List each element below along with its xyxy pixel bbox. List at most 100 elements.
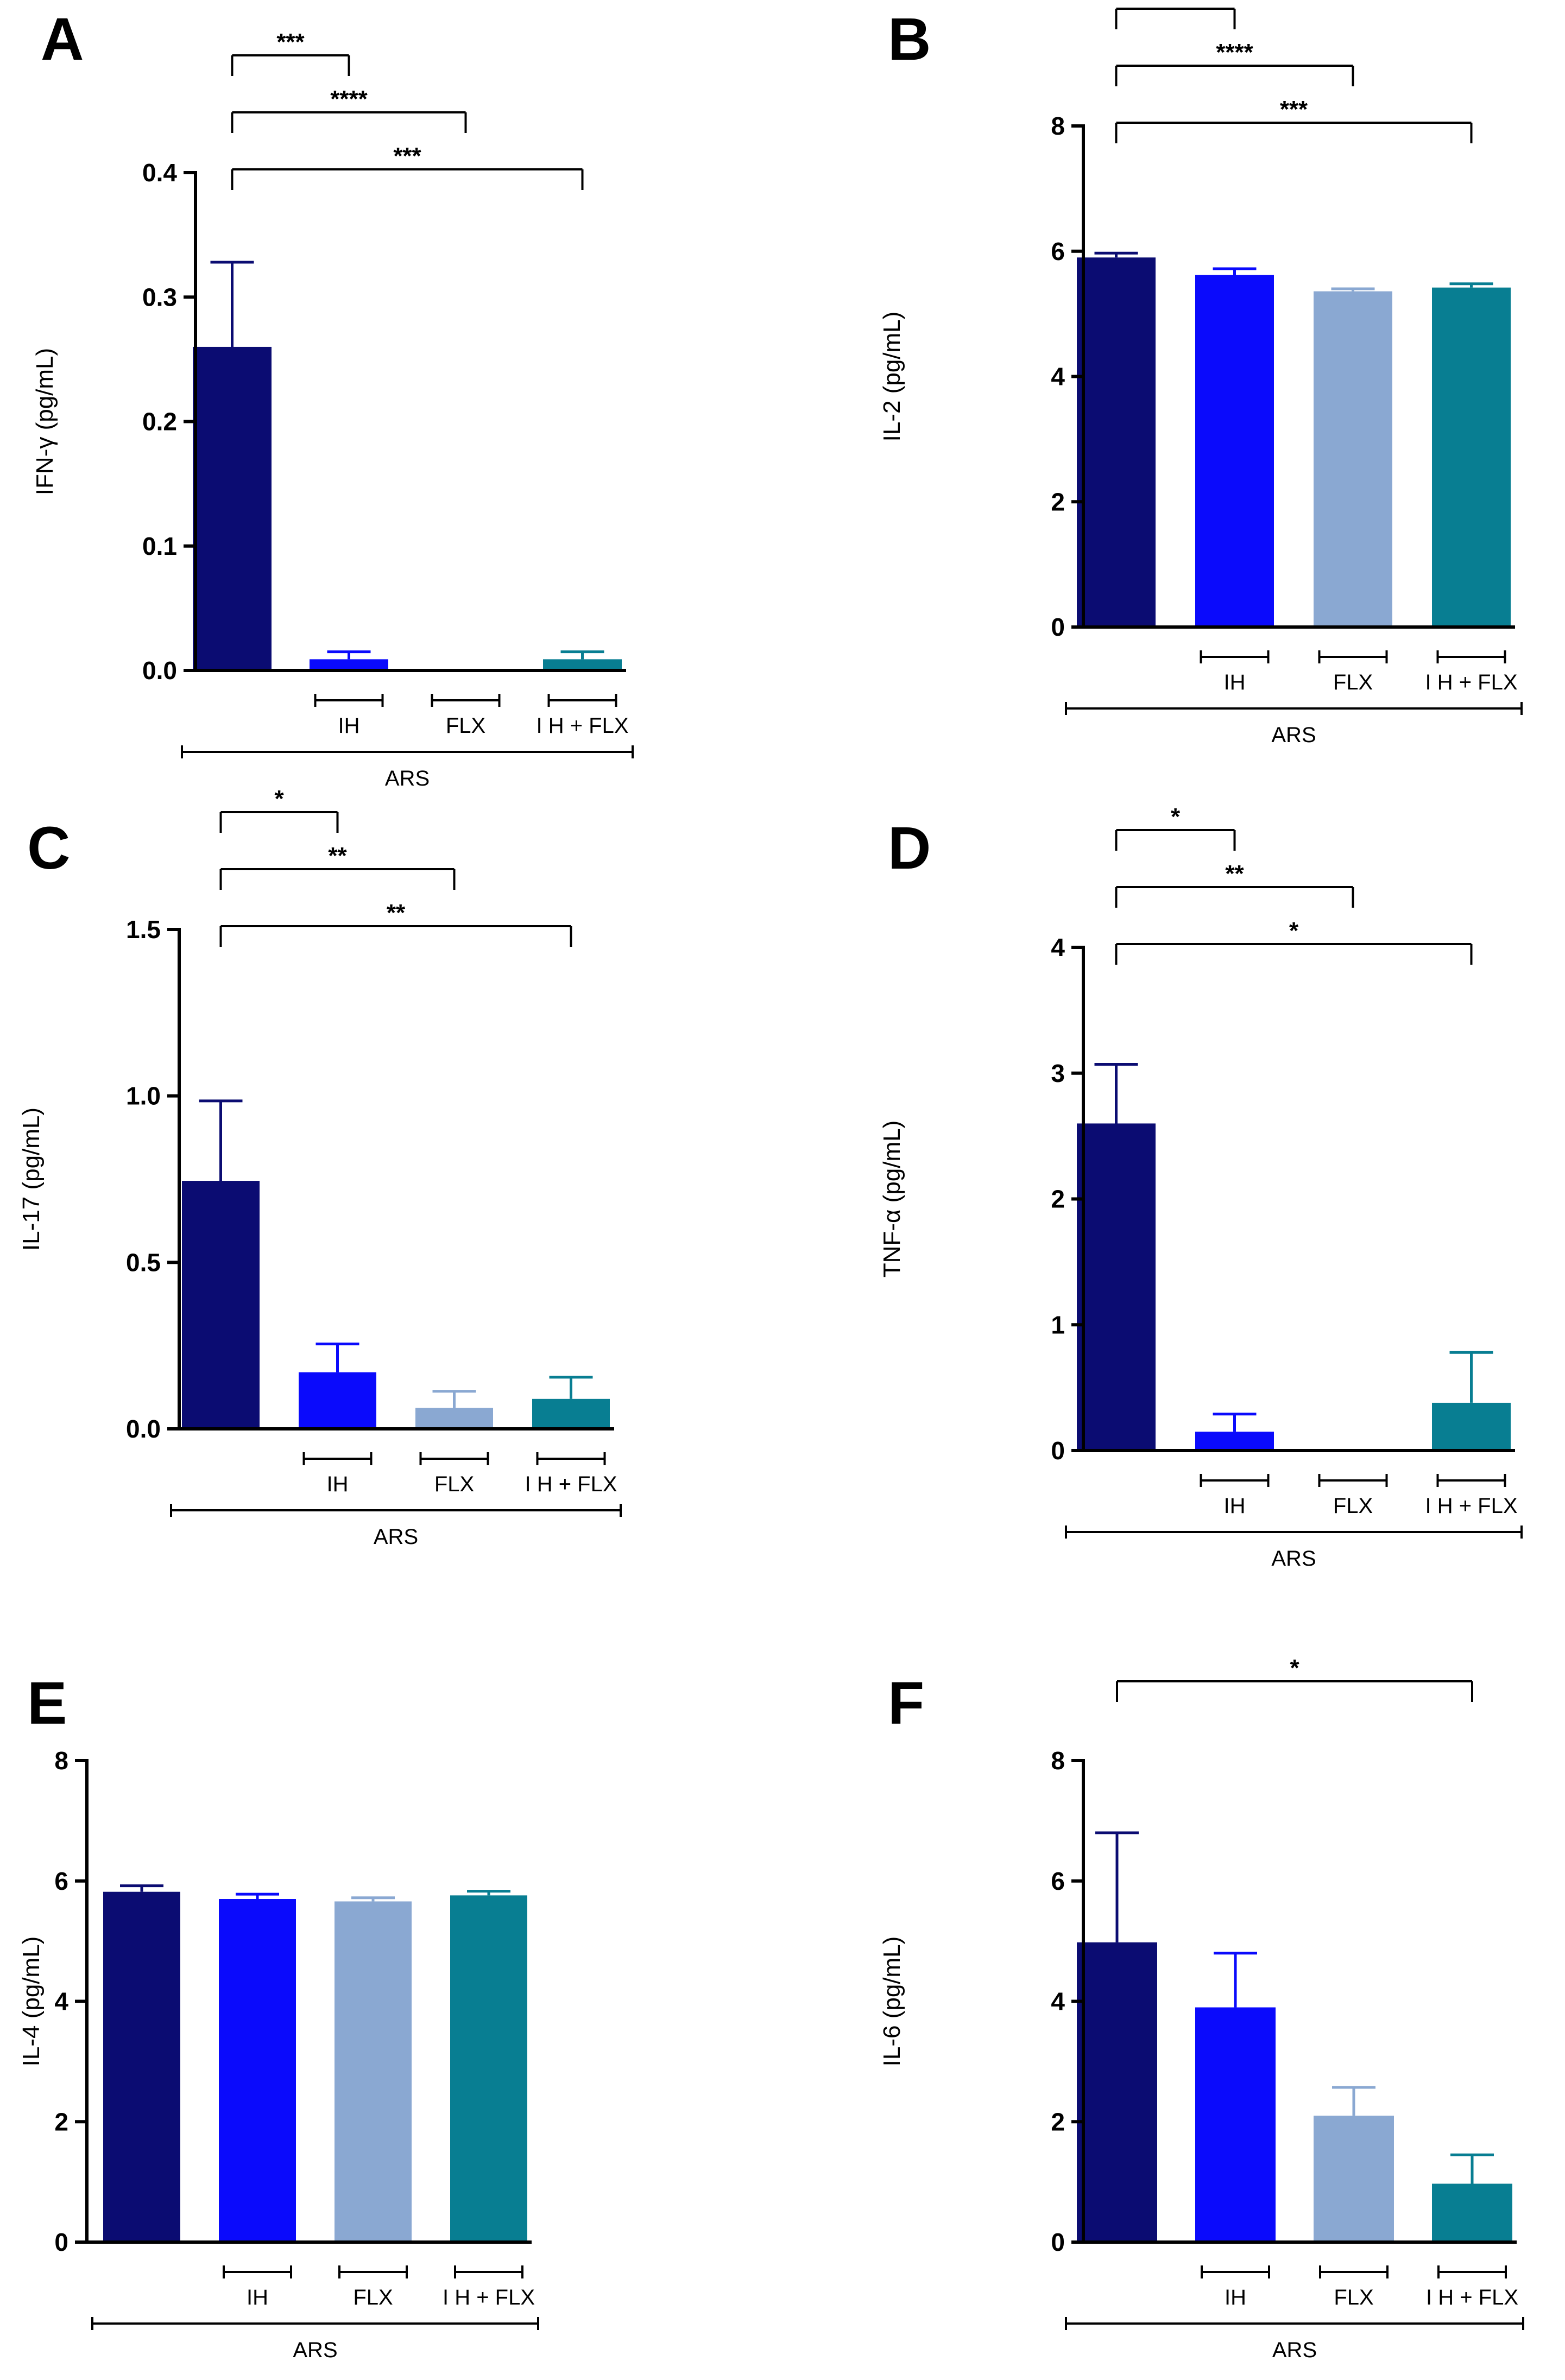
error-bar-3 [351, 1896, 395, 1902]
treatment-label: IH [1224, 1494, 1246, 1518]
bar-1 [1077, 1942, 1157, 2242]
bar-3 [415, 1408, 493, 1429]
error-bar-2 [315, 1343, 359, 1372]
y-axis-title: IL-6 (pg/mL) [879, 1936, 905, 2067]
error-bar-4 [1449, 282, 1493, 288]
treatment-bracket-3 [536, 1452, 606, 1465]
y-axis-title: IL-4 (pg/mL) [18, 1936, 45, 2067]
treatment-label: FLX [1334, 2286, 1373, 2309]
bar-4 [532, 1398, 610, 1429]
treatment-label: IH [338, 714, 360, 738]
panel-letter: A [41, 6, 84, 73]
y-tick-label: 4 [54, 1987, 68, 2016]
treatment-bracket-2 [338, 2265, 408, 2278]
treatment-bracket-1 [1201, 2265, 1270, 2278]
error-bar-2 [1213, 1413, 1257, 1432]
y-tick-label: 0.3 [142, 283, 177, 311]
treatment-bracket-1 [223, 2265, 292, 2278]
error-bar-4 [467, 1890, 510, 1896]
bar-1 [193, 346, 272, 670]
significance-bracket [1115, 65, 1354, 86]
treatment-label: FLX [1333, 1494, 1373, 1518]
significance-label: ** [328, 843, 347, 869]
significance-bracket [231, 54, 350, 76]
treatment-bracket-3 [454, 2265, 523, 2278]
y-tick-label: 1 [1051, 1311, 1065, 1339]
significance-bracket [1115, 8, 1236, 29]
error-bar-4 [560, 650, 604, 660]
y-tick-label: 0.5 [126, 1248, 161, 1276]
bar-2 [299, 1372, 376, 1429]
significance-label: * [1171, 803, 1181, 830]
significance-bracket [231, 168, 584, 190]
y-tick-label: 4 [1051, 1987, 1065, 2016]
panel-e: E 0 2 4 6 8 IL-4 (pg/mL) IH FLX I H + FLX ARS [18, 1670, 539, 2362]
significance-bracket [1115, 122, 1473, 143]
bar-4 [1432, 2183, 1512, 2242]
y-tick-label: 4 [1051, 363, 1065, 391]
significance-label: *** [276, 29, 305, 55]
treatment-label: I H + FLX [536, 714, 628, 738]
error-bar-1 [210, 261, 254, 347]
error-bar-1 [1094, 1063, 1138, 1124]
bar-3 [1314, 2116, 1394, 2242]
panel-letter: B [888, 6, 931, 73]
y-tick-label: 0.4 [142, 159, 177, 187]
significance-bracket [1115, 886, 1354, 908]
treatment-bracket-2 [431, 694, 501, 707]
significance-label: *** [393, 143, 421, 169]
bar-3 [1314, 291, 1392, 627]
y-tick-label: 0 [54, 2228, 68, 2256]
bar-1 [1077, 257, 1156, 628]
bar-2 [1195, 1432, 1274, 1451]
ars-group-line [170, 1504, 622, 1517]
y-tick-label: 3 [1051, 1059, 1065, 1087]
ars-group-label: ARS [1272, 2338, 1317, 2362]
y-tick-label: 2 [1051, 1185, 1065, 1213]
significance-bracket [1116, 1680, 1473, 1702]
y-tick-label: 8 [1051, 1746, 1065, 1775]
error-bar-1 [199, 1099, 243, 1181]
treatment-label: IH [1225, 2286, 1246, 2309]
error-bar-2 [1214, 1952, 1257, 2008]
y-tick-label: 2 [1051, 488, 1065, 516]
panel-letter: D [888, 815, 931, 882]
y-axis-title: IL-2 (pg/mL) [879, 312, 905, 442]
significance-label: * [1171, 0, 1181, 9]
error-bar-3 [1332, 2086, 1375, 2116]
treatment-bracket-2 [1318, 650, 1388, 663]
error-bar-4 [1449, 1351, 1493, 1403]
y-tick-label: 0.0 [126, 1415, 161, 1443]
error-bar-3 [1331, 287, 1375, 292]
significance-bracket [219, 811, 339, 833]
treatment-bracket-3 [547, 694, 617, 707]
bar-2 [310, 659, 388, 670]
error-bar-4 [1450, 2153, 1494, 2184]
ars-group-line [1065, 1526, 1523, 1539]
significance-label: * [274, 786, 284, 812]
treatment-label: IH [327, 1472, 349, 1496]
significance-bracket [219, 925, 572, 947]
significance-label: ** [1225, 860, 1244, 887]
significance-label: **** [330, 86, 368, 112]
axes [178, 928, 614, 1430]
error-bar-1 [1095, 1831, 1139, 1942]
ars-group-line [1065, 702, 1523, 715]
y-tick-label: 6 [1051, 1867, 1065, 1895]
ars-group-line [181, 745, 634, 758]
y-tick-label: 4 [1051, 933, 1065, 961]
error-bar-3 [432, 1390, 476, 1408]
ars-group-label: ARS [1271, 1547, 1316, 1571]
y-tick-label: 0 [1051, 613, 1065, 641]
treatment-label: IH [1224, 670, 1246, 694]
treatment-label: I H + FLX [525, 1472, 617, 1496]
y-tick-label: 0.0 [142, 656, 177, 685]
ars-group-line [91, 2317, 539, 2330]
significance-label: **** [1216, 39, 1253, 66]
bar-1 [182, 1181, 260, 1429]
y-tick-label: 0 [1051, 1436, 1065, 1465]
significance-bracket [1115, 829, 1236, 851]
significance-bracket [1115, 943, 1473, 965]
